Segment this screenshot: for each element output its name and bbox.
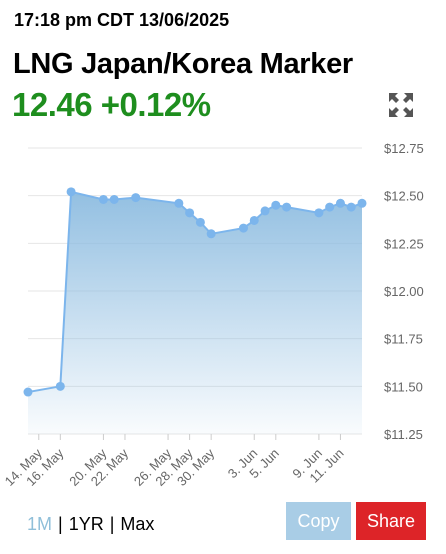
data-point[interactable] <box>271 200 281 210</box>
data-point[interactable] <box>55 381 65 391</box>
data-point[interactable] <box>195 217 205 227</box>
copy-button[interactable]: Copy <box>286 502 351 540</box>
y-tick-label: $11.25 <box>384 427 423 442</box>
data-point[interactable] <box>282 202 292 212</box>
price-change: 12.46 +0.12% <box>12 86 211 123</box>
share-button[interactable]: Share <box>356 502 426 540</box>
data-point[interactable] <box>131 193 141 203</box>
data-point[interactable] <box>260 206 270 216</box>
data-point[interactable] <box>249 215 259 225</box>
y-tick-label: $11.75 <box>384 332 423 347</box>
data-point[interactable] <box>185 208 195 218</box>
y-tick-label: $12.25 <box>384 236 424 251</box>
y-tick-label: $12.50 <box>384 189 424 204</box>
data-point[interactable] <box>109 194 119 204</box>
y-tick-label: $12.75 <box>384 141 424 156</box>
range-separator: | <box>109 514 115 534</box>
expand-arrows-icon <box>389 93 413 117</box>
data-point[interactable] <box>346 202 356 212</box>
data-point[interactable] <box>206 229 216 239</box>
data-point[interactable] <box>98 194 108 204</box>
series-area <box>28 191 362 434</box>
y-tick-label: $11.50 <box>384 379 423 394</box>
range-1yr[interactable]: 1YR <box>68 514 104 534</box>
data-point[interactable] <box>314 208 324 218</box>
expand-button[interactable] <box>386 90 416 120</box>
data-point[interactable] <box>23 387 33 397</box>
range-1m[interactable]: 1M <box>27 514 53 534</box>
data-point[interactable] <box>66 187 76 197</box>
range-max[interactable]: Max <box>120 514 155 534</box>
data-point[interactable] <box>335 198 345 208</box>
range-separator: | <box>58 514 63 534</box>
timestamp: 17:18 pm CDT 13/06/2025 <box>14 10 230 30</box>
range-selector: 1M | 1YR | Max <box>27 514 154 535</box>
page-title: LNG Japan/Korea Marker <box>13 48 353 80</box>
data-point[interactable] <box>357 198 367 208</box>
y-tick-label: $12.00 <box>384 284 424 299</box>
data-point[interactable] <box>238 223 248 233</box>
data-point[interactable] <box>174 198 184 208</box>
data-point[interactable] <box>325 202 335 212</box>
